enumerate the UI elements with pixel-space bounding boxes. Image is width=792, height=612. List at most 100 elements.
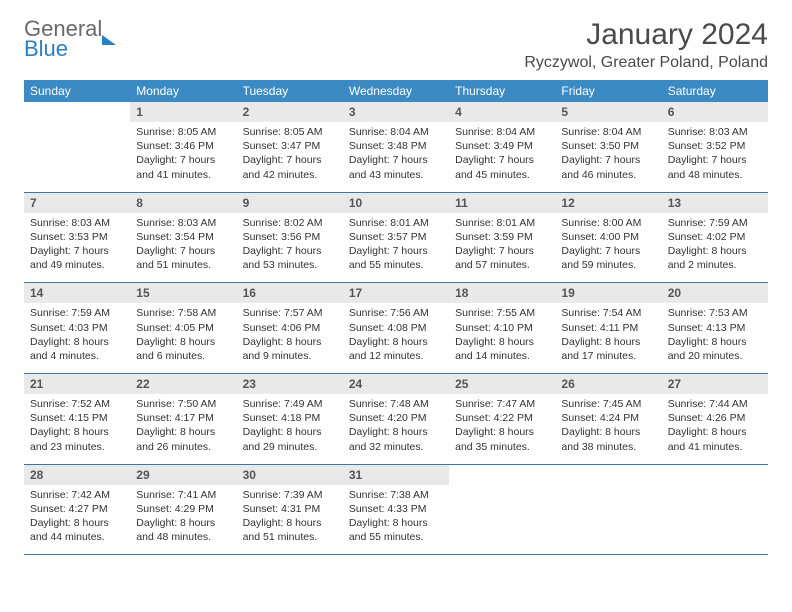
calendar-day-cell: 15Sunrise: 7:58 AMSunset: 4:05 PMDayligh…	[130, 283, 236, 374]
sunrise-text: Sunrise: 7:57 AM	[243, 306, 337, 320]
day-body: Sunrise: 8:04 AMSunset: 3:49 PMDaylight:…	[449, 122, 555, 192]
day-number: 16	[237, 283, 343, 303]
calendar-day-cell: 20Sunrise: 7:53 AMSunset: 4:13 PMDayligh…	[662, 283, 768, 374]
day-number: 11	[449, 193, 555, 213]
calendar-day-cell: 3Sunrise: 8:04 AMSunset: 3:48 PMDaylight…	[343, 102, 449, 192]
sunrise-text: Sunrise: 7:39 AM	[243, 488, 337, 502]
sunrise-text: Sunrise: 8:02 AM	[243, 216, 337, 230]
sunrise-text: Sunrise: 8:01 AM	[349, 216, 443, 230]
dow-sunday: Sunday	[24, 80, 130, 102]
daylight-text: Daylight: 8 hours and 2 minutes.	[668, 244, 762, 272]
daylight-text: Daylight: 8 hours and 35 minutes.	[455, 425, 549, 453]
calendar-day-cell: 13Sunrise: 7:59 AMSunset: 4:02 PMDayligh…	[662, 192, 768, 283]
daylight-text: Daylight: 8 hours and 29 minutes.	[243, 425, 337, 453]
month-title: January 2024	[524, 18, 768, 52]
sunrise-text: Sunrise: 7:48 AM	[349, 397, 443, 411]
daylight-text: Daylight: 7 hours and 57 minutes.	[455, 244, 549, 272]
day-body: Sunrise: 7:59 AMSunset: 4:02 PMDaylight:…	[662, 213, 768, 283]
daylight-text: Daylight: 7 hours and 55 minutes.	[349, 244, 443, 272]
day-number: 18	[449, 283, 555, 303]
day-number: 7	[24, 193, 130, 213]
sunrise-text: Sunrise: 7:59 AM	[668, 216, 762, 230]
sunset-text: Sunset: 4:11 PM	[561, 321, 655, 335]
day-body: Sunrise: 7:42 AMSunset: 4:27 PMDaylight:…	[24, 485, 130, 555]
sunset-text: Sunset: 3:57 PM	[349, 230, 443, 244]
sunrise-text: Sunrise: 7:54 AM	[561, 306, 655, 320]
calendar-day-cell: 24Sunrise: 7:48 AMSunset: 4:20 PMDayligh…	[343, 374, 449, 465]
calendar-week-row: 28Sunrise: 7:42 AMSunset: 4:27 PMDayligh…	[24, 464, 768, 555]
calendar-week-row: .1Sunrise: 8:05 AMSunset: 3:46 PMDayligh…	[24, 102, 768, 192]
sunrise-text: Sunrise: 8:03 AM	[668, 125, 762, 139]
day-body: Sunrise: 7:45 AMSunset: 4:24 PMDaylight:…	[555, 394, 661, 464]
day-body: Sunrise: 7:56 AMSunset: 4:08 PMDaylight:…	[343, 303, 449, 373]
calendar-day-cell: 8Sunrise: 8:03 AMSunset: 3:54 PMDaylight…	[130, 192, 236, 283]
sunrise-text: Sunrise: 8:05 AM	[243, 125, 337, 139]
sunset-text: Sunset: 4:02 PM	[668, 230, 762, 244]
day-body: Sunrise: 7:58 AMSunset: 4:05 PMDaylight:…	[130, 303, 236, 373]
calendar-day-cell: 18Sunrise: 7:55 AMSunset: 4:10 PMDayligh…	[449, 283, 555, 374]
daylight-text: Daylight: 7 hours and 46 minutes.	[561, 153, 655, 181]
calendar-day-cell: 25Sunrise: 7:47 AMSunset: 4:22 PMDayligh…	[449, 374, 555, 465]
dow-friday: Friday	[555, 80, 661, 102]
daylight-text: Daylight: 7 hours and 42 minutes.	[243, 153, 337, 181]
calendar-day-cell: 29Sunrise: 7:41 AMSunset: 4:29 PMDayligh…	[130, 464, 236, 555]
calendar-day-cell: 22Sunrise: 7:50 AMSunset: 4:17 PMDayligh…	[130, 374, 236, 465]
calendar-page: General Blue January 2024 Ryczywol, Grea…	[0, 0, 792, 555]
day-number: 5	[555, 102, 661, 122]
calendar-day-cell: 16Sunrise: 7:57 AMSunset: 4:06 PMDayligh…	[237, 283, 343, 374]
day-number: 10	[343, 193, 449, 213]
sunrise-text: Sunrise: 8:03 AM	[136, 216, 230, 230]
sunrise-text: Sunrise: 7:53 AM	[668, 306, 762, 320]
day-body: Sunrise: 8:02 AMSunset: 3:56 PMDaylight:…	[237, 213, 343, 283]
sunset-text: Sunset: 4:03 PM	[30, 321, 124, 335]
daylight-text: Daylight: 7 hours and 53 minutes.	[243, 244, 337, 272]
sunset-text: Sunset: 4:00 PM	[561, 230, 655, 244]
daylight-text: Daylight: 8 hours and 51 minutes.	[243, 516, 337, 544]
day-number: 12	[555, 193, 661, 213]
sunset-text: Sunset: 3:59 PM	[455, 230, 549, 244]
calendar-table: Sunday Monday Tuesday Wednesday Thursday…	[24, 80, 768, 555]
location-text: Ryczywol, Greater Poland, Poland	[524, 54, 768, 72]
daylight-text: Daylight: 7 hours and 49 minutes.	[30, 244, 124, 272]
sunrise-text: Sunrise: 8:04 AM	[349, 125, 443, 139]
sunset-text: Sunset: 4:05 PM	[136, 321, 230, 335]
day-body: Sunrise: 8:01 AMSunset: 3:57 PMDaylight:…	[343, 213, 449, 283]
calendar-day-cell: 12Sunrise: 8:00 AMSunset: 4:00 PMDayligh…	[555, 192, 661, 283]
sunset-text: Sunset: 4:33 PM	[349, 502, 443, 516]
day-number: 19	[555, 283, 661, 303]
day-body: Sunrise: 8:03 AMSunset: 3:52 PMDaylight:…	[662, 122, 768, 192]
day-number: 3	[343, 102, 449, 122]
sunset-text: Sunset: 3:46 PM	[136, 139, 230, 153]
sunrise-text: Sunrise: 7:56 AM	[349, 306, 443, 320]
sunrise-text: Sunrise: 7:55 AM	[455, 306, 549, 320]
daylight-text: Daylight: 7 hours and 48 minutes.	[668, 153, 762, 181]
daylight-text: Daylight: 8 hours and 55 minutes.	[349, 516, 443, 544]
sunset-text: Sunset: 4:15 PM	[30, 411, 124, 425]
daylight-text: Daylight: 8 hours and 9 minutes.	[243, 335, 337, 363]
brand-logo: General Blue	[24, 18, 116, 60]
daylight-text: Daylight: 8 hours and 12 minutes.	[349, 335, 443, 363]
day-number: 1	[130, 102, 236, 122]
sunset-text: Sunset: 4:13 PM	[668, 321, 762, 335]
day-body: Sunrise: 8:05 AMSunset: 3:47 PMDaylight:…	[237, 122, 343, 192]
sunset-text: Sunset: 4:26 PM	[668, 411, 762, 425]
calendar-week-row: 21Sunrise: 7:52 AMSunset: 4:15 PMDayligh…	[24, 374, 768, 465]
sunset-text: Sunset: 4:27 PM	[30, 502, 124, 516]
calendar-day-cell: 11 Sunrise: 8:01 AMSunset: 3:59 PMDayligh…	[449, 192, 555, 283]
sunrise-text: Sunrise: 8:01 AM	[455, 216, 549, 230]
calendar-day-cell: 4Sunrise: 8:04 AMSunset: 3:49 PMDaylight…	[449, 102, 555, 192]
calendar-body: .1Sunrise: 8:05 AMSunset: 3:46 PMDayligh…	[24, 102, 768, 555]
day-number: 15	[130, 283, 236, 303]
sunrise-text: Sunrise: 8:00 AM	[561, 216, 655, 230]
calendar-day-cell: 17Sunrise: 7:56 AMSunset: 4:08 PMDayligh…	[343, 283, 449, 374]
sunrise-text: Sunrise: 7:58 AM	[136, 306, 230, 320]
daylight-text: Daylight: 7 hours and 43 minutes.	[349, 153, 443, 181]
daylight-text: Daylight: 8 hours and 6 minutes.	[136, 335, 230, 363]
day-number: 4	[449, 102, 555, 122]
day-body: Sunrise: 7:38 AMSunset: 4:33 PMDaylight:…	[343, 485, 449, 555]
day-body: Sunrise: 7:57 AMSunset: 4:06 PMDaylight:…	[237, 303, 343, 373]
calendar-day-cell: 31Sunrise: 7:38 AMSunset: 4:33 PMDayligh…	[343, 464, 449, 555]
sunset-text: Sunset: 4:06 PM	[243, 321, 337, 335]
day-body: Sunrise: 8:04 AMSunset: 3:50 PMDaylight:…	[555, 122, 661, 192]
dow-saturday: Saturday	[662, 80, 768, 102]
